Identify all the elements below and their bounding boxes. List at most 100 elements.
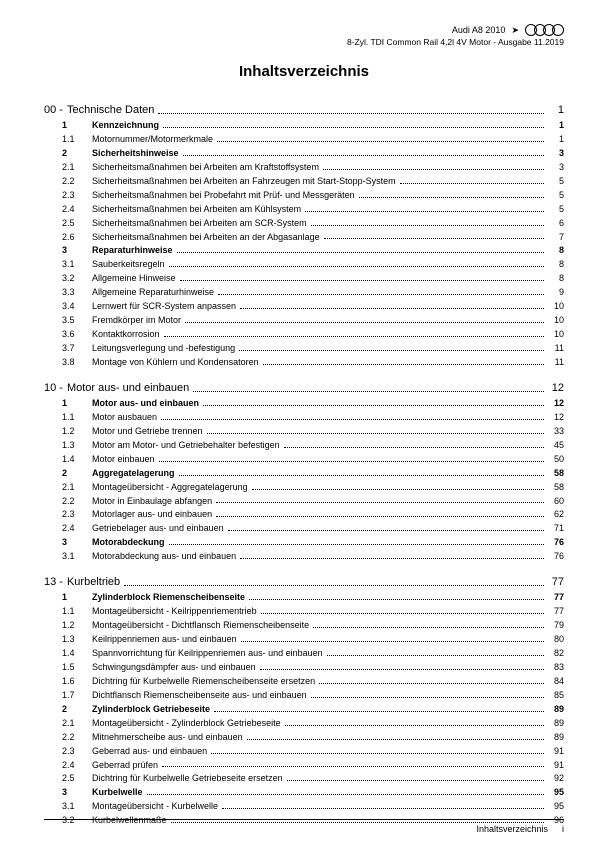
- section-page: 1: [548, 102, 564, 119]
- entry-label: Motor aus- und einbauen: [92, 397, 199, 411]
- toc-entry: 2.2Sicherheitsmaßnahmen bei Arbeiten an …: [44, 175, 564, 189]
- toc-entry: 1.3Motor am Motor- und Getriebehalter be…: [44, 439, 564, 453]
- entry-number: 1.7: [44, 689, 92, 703]
- entry-number: 1.4: [44, 453, 92, 467]
- entry-number: 3: [44, 244, 92, 258]
- toc-leader-dots: [319, 682, 544, 684]
- section-page: 77: [548, 574, 564, 591]
- entry-label: Motor am Motor- und Getriebehalter befes…: [92, 439, 280, 453]
- entry-number: 2.5: [44, 772, 92, 786]
- entry-page: 5: [548, 203, 564, 217]
- toc-leader-dots: [214, 710, 544, 712]
- toc-leader-dots: [179, 474, 544, 476]
- entry-number: 2.1: [44, 161, 92, 175]
- entry-page: 80: [548, 633, 564, 647]
- entry-number: 2.4: [44, 759, 92, 773]
- entry-number: 3: [44, 536, 92, 550]
- entry-number: 1.3: [44, 633, 92, 647]
- entry-number: 2: [44, 703, 92, 717]
- entry-page: 76: [548, 550, 564, 564]
- toc-entry: 2Zylinderblock Getriebeseite89: [44, 703, 564, 717]
- toc-entry: 3.3Allgemeine Reparaturhinweise9: [44, 286, 564, 300]
- entry-page: 12: [548, 397, 564, 411]
- entry-label: Keilrippenriemen aus- und einbauen: [92, 633, 237, 647]
- entry-page: 58: [548, 467, 564, 481]
- entry-page: 11: [548, 356, 564, 370]
- toc-leader-dots: [260, 668, 544, 670]
- entry-page: 58: [548, 481, 564, 495]
- toc-entry: 1.1Motornummer/Motormerkmale1: [44, 133, 564, 147]
- entry-page: 5: [548, 175, 564, 189]
- entry-number: 3.8: [44, 356, 92, 370]
- toc-section-head: 10 -Motor aus- und einbauen12: [44, 380, 564, 397]
- entry-label: Mitnehmerscheibe aus- und einbauen: [92, 731, 243, 745]
- entry-label: Lernwert für SCR-System anpassen: [92, 300, 236, 314]
- toc-leader-dots: [203, 404, 544, 406]
- toc-leader-dots: [247, 738, 544, 740]
- page-footer: Inhaltsverzeichnis i: [44, 819, 564, 834]
- toc-entry: 2.3Geberrad aus- und einbauen91: [44, 745, 564, 759]
- toc-entry: 3.7Leitungsverlegung und -befestigung11: [44, 342, 564, 356]
- entry-page: 8: [548, 258, 564, 272]
- entry-page: 76: [548, 536, 564, 550]
- toc-entry: 1.4Motor einbauen50: [44, 453, 564, 467]
- toc-leader-dots: [324, 237, 544, 239]
- toc-entry: 2Sicherheitshinweise3: [44, 147, 564, 161]
- toc-entry: 2.5Dichtring für Kurbelwelle Getriebesei…: [44, 772, 564, 786]
- toc-entry: 1.2Montageübersicht - Dichtflansch Rieme…: [44, 619, 564, 633]
- section-title: Motor aus- und einbauen: [67, 380, 189, 397]
- entry-page: 5: [548, 189, 564, 203]
- toc-leader-dots: [207, 432, 544, 434]
- toc-leader-dots: [285, 724, 544, 726]
- entry-label: Allgemeine Reparaturhinweise: [92, 286, 214, 300]
- toc-leader-dots: [177, 251, 544, 253]
- entry-page: 8: [548, 272, 564, 286]
- toc-entry: 2.3Sicherheitsmaßnahmen bei Probefahrt m…: [44, 189, 564, 203]
- entry-label: Sicherheitsmaßnahmen bei Probefahrt mit …: [92, 189, 355, 203]
- header-line: Audi A8 2010 ➤: [44, 24, 564, 36]
- audi-logo-icon: [525, 24, 564, 36]
- toc-entry: 1.5Schwingungsdämpfer aus- und einbauen8…: [44, 661, 564, 675]
- entry-page: 45: [548, 439, 564, 453]
- entry-number: 2.4: [44, 522, 92, 536]
- entry-label: Sicherheitshinweise: [92, 147, 179, 161]
- toc-entry: 3Reparaturhinweise8: [44, 244, 564, 258]
- entry-page: 84: [548, 675, 564, 689]
- toc-leader-dots: [193, 390, 544, 392]
- toc-entry: 1.4Spannvorrichtung für Keilrippenriemen…: [44, 647, 564, 661]
- toc-entry: 3Motorabdeckung 76: [44, 536, 564, 550]
- entry-number: 3.2: [44, 272, 92, 286]
- toc-leader-dots: [216, 515, 544, 517]
- toc-leader-dots: [228, 529, 544, 531]
- toc-entry: 2.4Getriebelager aus- und einbauen71: [44, 522, 564, 536]
- entry-page: 3: [548, 161, 564, 175]
- toc-leader-dots: [252, 488, 544, 490]
- entry-page: 8: [548, 244, 564, 258]
- entry-label: Montageübersicht - Kurbelwelle: [92, 800, 218, 814]
- section-title: Technische Daten: [67, 102, 154, 119]
- toc-leader-dots: [161, 418, 544, 420]
- entry-page: 10: [548, 328, 564, 342]
- toc-leader-dots: [218, 293, 544, 295]
- entry-page: 77: [548, 605, 564, 619]
- entry-page: 91: [548, 759, 564, 773]
- entry-number: 1.1: [44, 605, 92, 619]
- entry-label: Montage von Kühlern und Kondensatoren: [92, 356, 259, 370]
- entry-label: Motorabdeckung: [92, 536, 165, 550]
- toc-leader-dots: [284, 446, 544, 448]
- entry-label: Fremdkörper im Motor: [92, 314, 181, 328]
- entry-label: Spannvorrichtung für Keilrippenriemen au…: [92, 647, 323, 661]
- entry-label: Sicherheitsmaßnahmen bei Arbeiten am SCR…: [92, 217, 307, 231]
- entry-label: Zylinderblock Riemenscheibenseite: [92, 591, 245, 605]
- toc-leader-dots: [162, 765, 544, 767]
- footer-label: Inhaltsverzeichnis: [476, 824, 548, 834]
- entry-page: 10: [548, 300, 564, 314]
- toc-leader-dots: [323, 168, 544, 170]
- toc-leader-dots: [311, 696, 544, 698]
- toc-leader-dots: [249, 598, 544, 600]
- entry-page: 10: [548, 314, 564, 328]
- entry-page: 7: [548, 231, 564, 245]
- table-of-contents: 00 -Technische Daten11Kennzeichnung11.1M…: [44, 102, 564, 828]
- entry-page: 77: [548, 591, 564, 605]
- toc-leader-dots: [311, 224, 544, 226]
